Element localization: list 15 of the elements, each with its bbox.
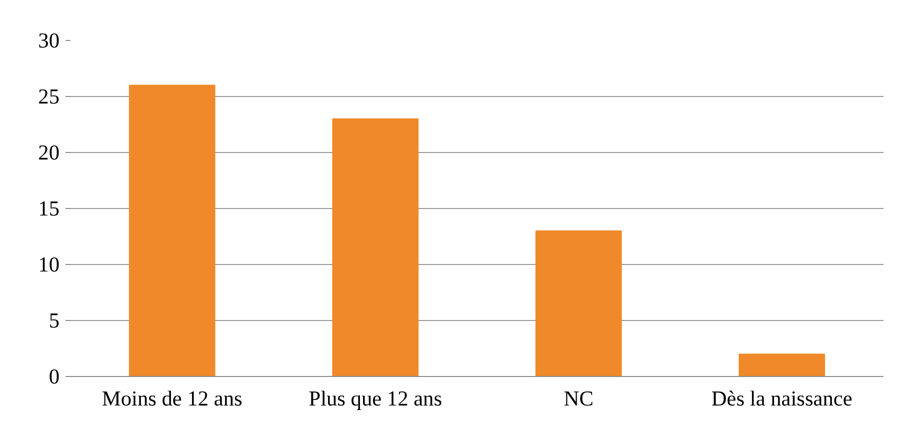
bar: [535, 230, 622, 376]
x-tick-label: Dès la naissance: [711, 386, 852, 410]
y-tick-label: 0: [48, 364, 60, 388]
y-tick-label: 30: [38, 28, 60, 52]
y-tick-label: 25: [38, 84, 60, 108]
bar: [128, 84, 216, 376]
y-tick-label: 20: [38, 140, 60, 164]
x-tick-label: NC: [564, 386, 594, 410]
y-tick-label: 10: [38, 252, 60, 276]
bar: [738, 354, 826, 376]
y-tick-label: 5: [48, 308, 60, 332]
x-tick-label: Moins de 12 ans: [102, 386, 242, 410]
y-tick-label: 15: [38, 196, 60, 220]
bar: [332, 118, 419, 376]
x-tick-label: Plus que 12 ans: [308, 386, 442, 410]
